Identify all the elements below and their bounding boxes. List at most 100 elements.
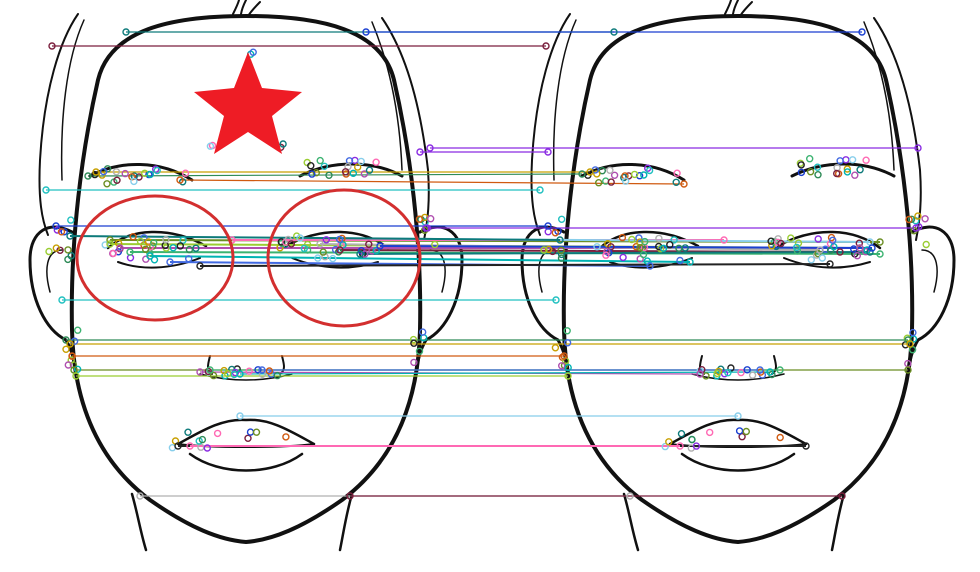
keypoint <box>341 168 350 176</box>
match-line <box>199 263 831 267</box>
keypoint <box>113 176 121 185</box>
keypoint <box>146 170 155 179</box>
keypoint <box>362 28 370 36</box>
keypoint <box>912 224 920 232</box>
keypoint <box>833 169 841 178</box>
keypoint <box>673 169 681 177</box>
keypoint <box>793 243 801 252</box>
keypoint <box>325 171 333 180</box>
keypoint <box>558 362 566 370</box>
keypoint <box>106 240 114 248</box>
keypoint <box>909 328 917 337</box>
keypoint <box>316 240 324 248</box>
keypoint <box>427 214 435 223</box>
keypoint <box>141 245 150 254</box>
keypoint <box>907 215 916 224</box>
keypoint <box>166 258 174 266</box>
keypoint <box>410 358 418 367</box>
keypoint <box>372 158 380 166</box>
keypoint <box>807 256 815 264</box>
keypoint <box>45 247 53 256</box>
keypoint <box>686 258 694 266</box>
keypoint <box>836 157 844 165</box>
keypoint <box>409 335 418 344</box>
keypoint <box>361 250 369 258</box>
keypoint <box>621 177 630 185</box>
keypoint <box>321 253 329 261</box>
keypoint <box>176 176 184 184</box>
keypoint <box>836 248 844 256</box>
keypoint <box>368 247 376 255</box>
keypoint <box>126 248 134 256</box>
keypoint <box>904 366 912 374</box>
keypoint <box>308 170 316 178</box>
keypoint <box>655 234 663 243</box>
keypoint <box>64 255 72 264</box>
keypoint <box>876 238 884 246</box>
keypoint <box>922 240 930 249</box>
keypoint <box>548 247 557 256</box>
keypoint <box>742 427 750 436</box>
keypoint <box>42 186 50 194</box>
keypoint <box>426 144 434 152</box>
right-eye-circle <box>266 188 422 328</box>
keypoint <box>169 244 177 252</box>
keypoint <box>307 161 315 170</box>
keypoint <box>853 251 861 260</box>
keypoint <box>696 370 704 378</box>
keypoint <box>53 226 61 234</box>
keypoint <box>670 236 678 244</box>
keypoint <box>626 492 634 500</box>
keypoint <box>640 171 648 179</box>
keypoint <box>556 236 564 244</box>
keypoint <box>607 178 615 186</box>
keypoint <box>296 234 304 242</box>
keypoint <box>162 235 170 244</box>
keypoint <box>52 244 60 252</box>
keypoint <box>356 250 364 258</box>
keypoint <box>862 156 870 164</box>
keypoint <box>665 438 673 446</box>
keypoint <box>151 165 160 173</box>
keypoint <box>904 336 912 344</box>
feature-match-lines <box>46 31 918 497</box>
keypoint <box>265 367 274 375</box>
keypoint <box>153 166 161 175</box>
keypoint <box>578 170 586 178</box>
keypoint <box>551 344 560 352</box>
keypoint <box>659 244 668 253</box>
keypoint <box>666 240 674 249</box>
keypoint <box>564 363 572 372</box>
keypoint <box>906 340 914 348</box>
keypoint <box>540 246 548 254</box>
keypoint <box>223 369 232 378</box>
keypoint <box>720 370 729 378</box>
match-line <box>359 251 871 255</box>
keypoint <box>144 238 153 246</box>
keypoint <box>181 169 190 177</box>
keypoint <box>365 240 373 249</box>
keypoint <box>135 173 143 181</box>
keypoint <box>415 215 424 223</box>
keypoint <box>826 260 834 268</box>
keypoint <box>680 180 688 188</box>
keypoint <box>346 492 354 500</box>
keypoint <box>814 170 822 179</box>
keypoint <box>209 371 218 380</box>
keypoint <box>551 229 559 237</box>
keypoint <box>797 161 805 169</box>
match-line <box>179 179 685 185</box>
keypoint <box>103 180 111 188</box>
keypoint <box>322 236 330 244</box>
keypoint <box>868 244 876 252</box>
keypoint <box>558 215 566 224</box>
keypoint <box>855 239 863 247</box>
keypoint <box>204 367 213 376</box>
keypoint <box>645 166 654 175</box>
star-mark <box>194 52 302 154</box>
keypoint <box>282 433 290 441</box>
keypoint <box>829 236 837 245</box>
keypoint <box>557 250 566 259</box>
keypoint <box>66 232 74 240</box>
keypoint <box>336 246 344 254</box>
